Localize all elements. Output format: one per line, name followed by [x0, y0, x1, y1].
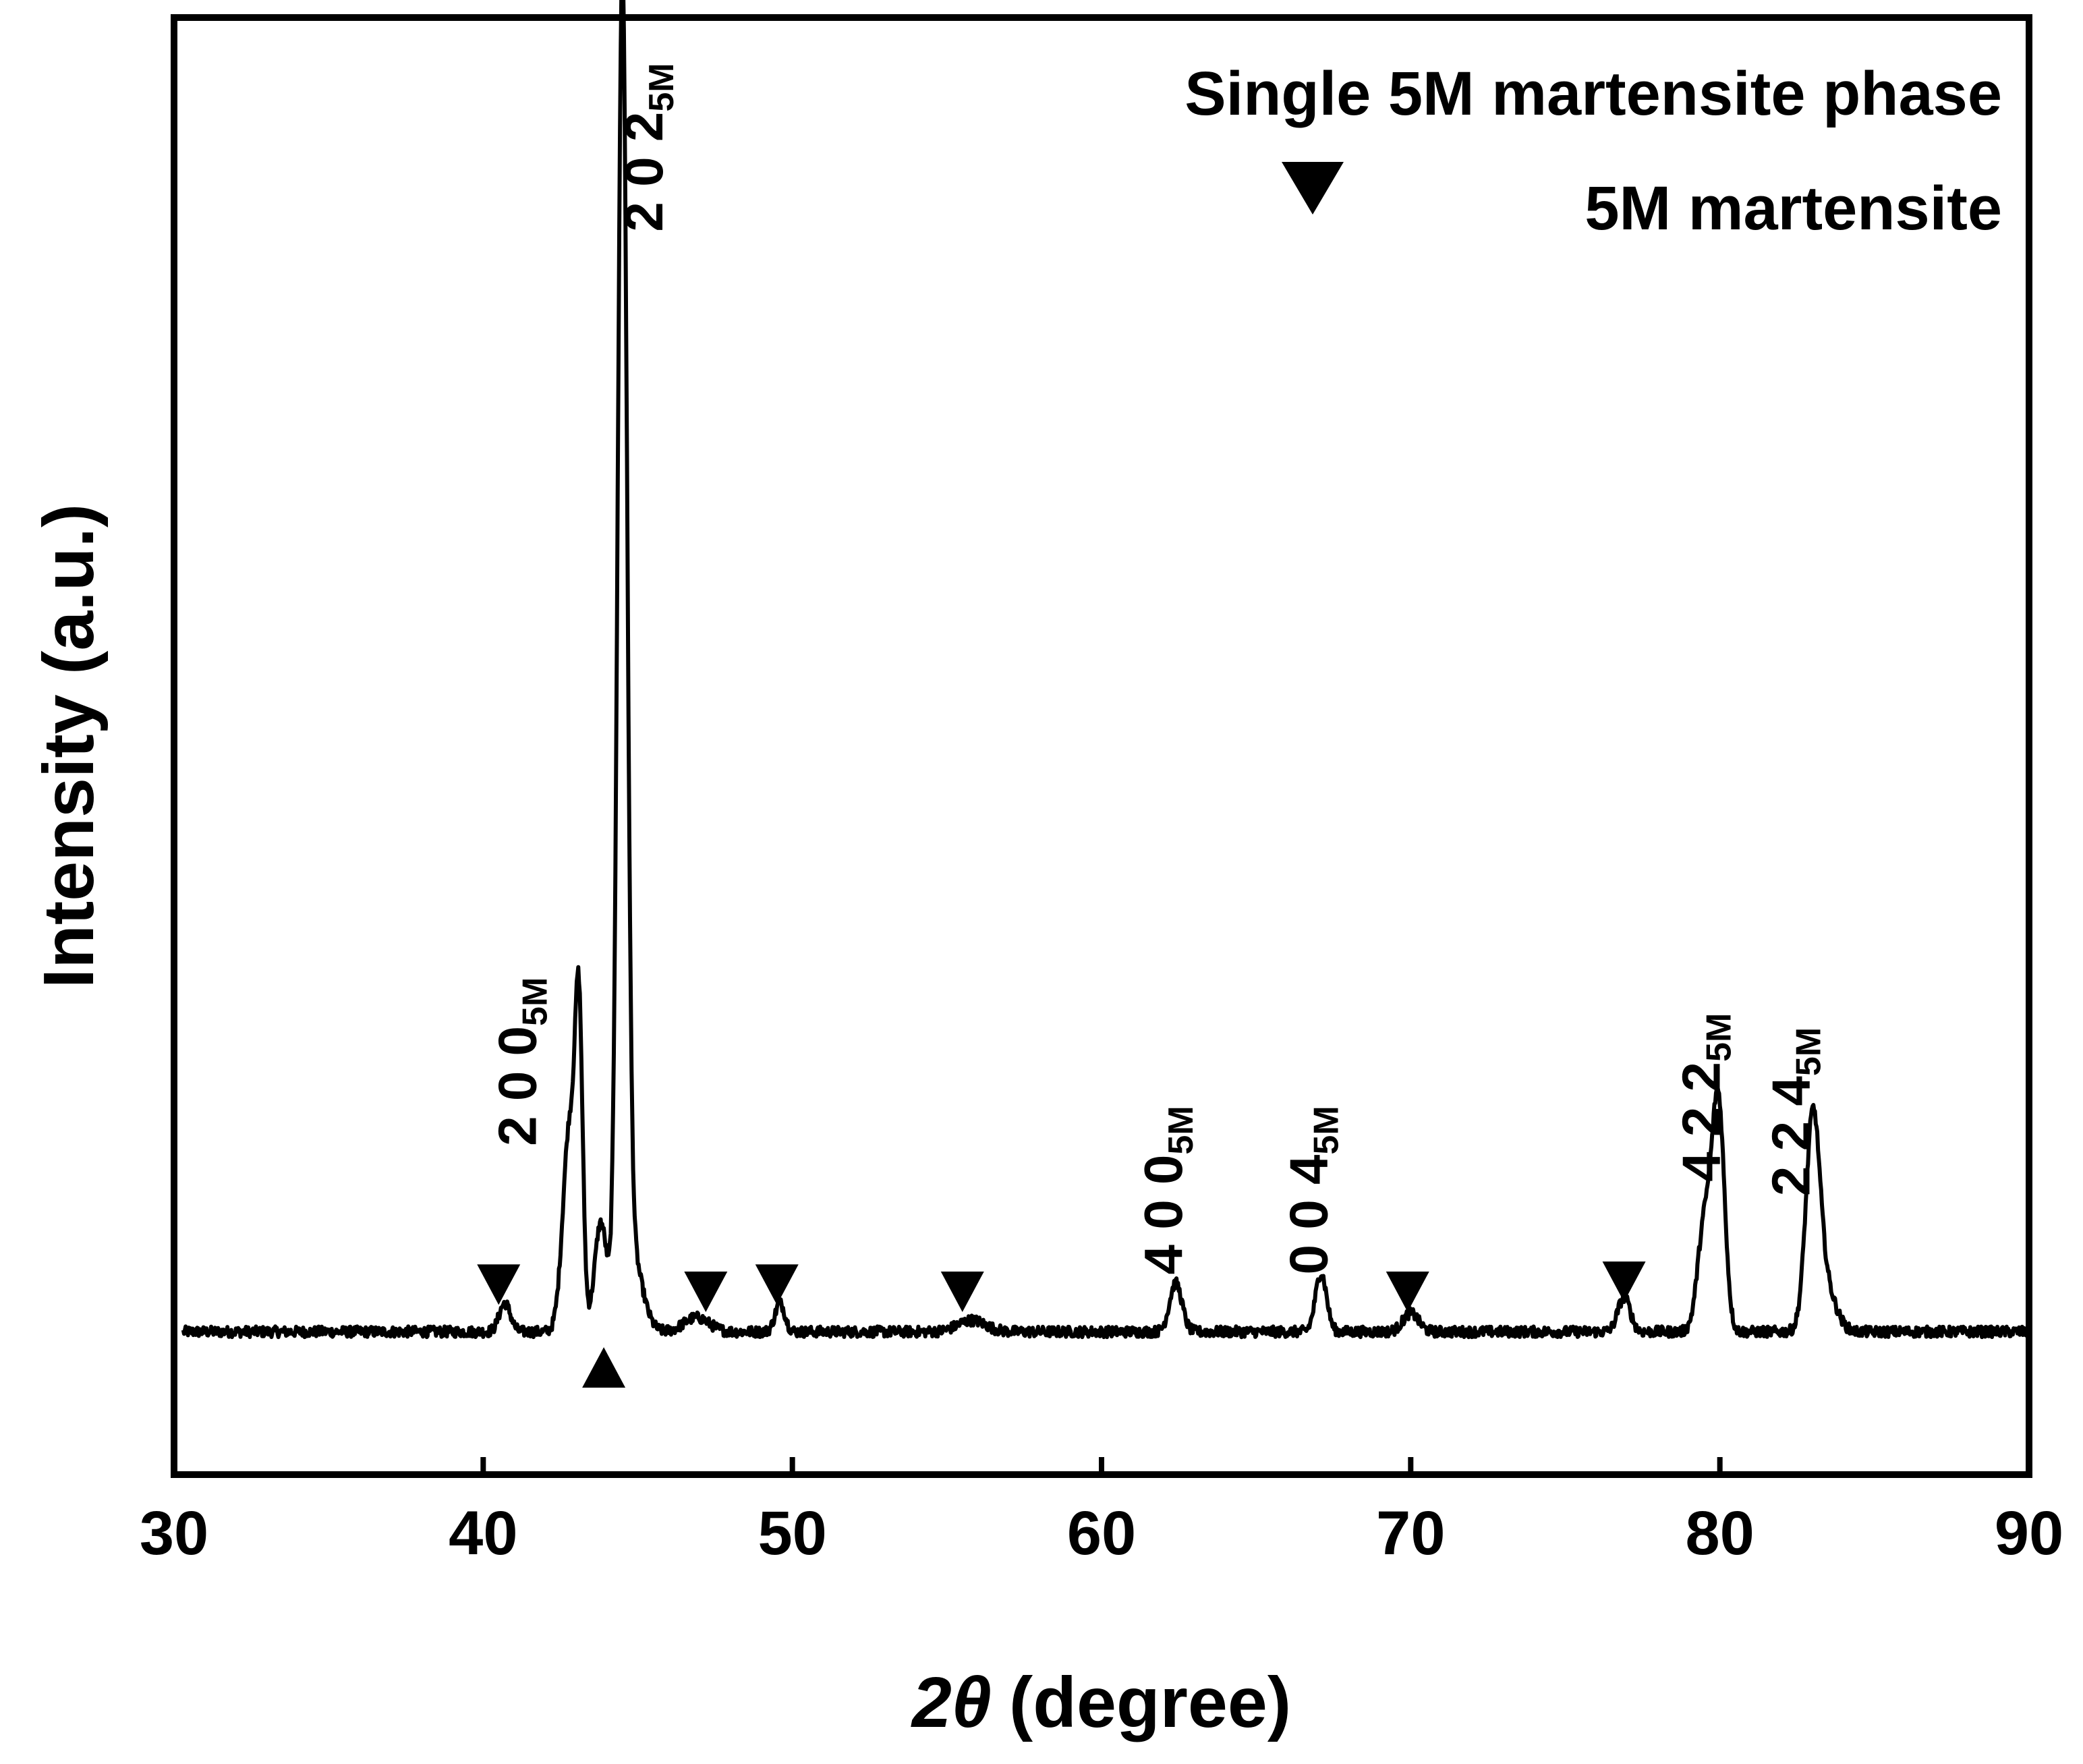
peak-label-200: 2 0 05M [487, 977, 554, 1146]
peak-label-400: 4 0 05M [1133, 1106, 1201, 1274]
x-tick-label-60: 60 [1067, 1499, 1136, 1568]
legend-title: Single 5M martensite phase [1185, 59, 2002, 128]
x-axis-title-symbol: 2θ [911, 1663, 992, 1742]
x-tick-label-80: 80 [1685, 1499, 1754, 1568]
legend-marker-down-triangle [1282, 162, 1344, 215]
peak-label-hkl: 0 0 4 [1279, 1154, 1339, 1274]
series-layer [181, 0, 2029, 1340]
marker-5M-down-6 [1602, 1261, 1646, 1303]
peak-label-hkl: 4 0 0 [1133, 1155, 1193, 1275]
peak-label-phase: 5M [1307, 1106, 1346, 1154]
legend: Single 5M martensite phase 5M martensite [1185, 59, 2002, 243]
x-axis-ticks [171, 1457, 2032, 1475]
peak-label-hkl: 2 0 2 [614, 112, 674, 232]
peak-label-hkl: 2 0 0 [487, 1026, 547, 1146]
x-tick-label-50: 50 [758, 1499, 826, 1568]
peak-label-224: 2 2 45M [1761, 1027, 1829, 1196]
marker-5M-up-1 [582, 1347, 626, 1388]
x-axis-title: 2θ (degree) [911, 1663, 1291, 1742]
phase-markers [477, 1261, 1646, 1388]
peak-label-hkl: 4 2 2 [1672, 1062, 1732, 1182]
peak-label-phase: 5M [1700, 1013, 1739, 1062]
x-tick-label-70: 70 [1376, 1499, 1445, 1568]
peak-label-phase: 5M [642, 63, 681, 111]
marker-5M-down-3 [755, 1264, 799, 1305]
peak-label-hkl: 2 2 4 [1761, 1076, 1821, 1196]
y-axis-title: Intensity (a.u.) [29, 504, 109, 989]
peak-label-422: 4 2 25M [1672, 1013, 1739, 1182]
x-tick-label-90: 90 [1995, 1499, 2063, 1568]
x-tick-label-30: 30 [140, 1499, 208, 1568]
series-line-xrd-pattern [181, 0, 2029, 1340]
marker-5M-down-4 [940, 1271, 984, 1312]
peak-label-phase: 5M [1790, 1027, 1829, 1076]
x-axis-title-unit: (degree) [1009, 1663, 1291, 1742]
legend-entry-label: 5M martensite [1585, 174, 2002, 243]
peak-label-phase: 5M [515, 977, 554, 1026]
marker-5M-down-5 [1386, 1271, 1429, 1312]
peak-label-202: 2 0 25M [614, 63, 681, 231]
x-tick-label-40: 40 [449, 1499, 517, 1568]
x-axis-tick-labels: 30 40 50 60 70 80 90 [140, 1499, 2063, 1568]
marker-5M-down-0 [477, 1264, 521, 1305]
marker-5M-down-2 [684, 1271, 728, 1312]
peak-label-phase: 5M [1162, 1106, 1201, 1154]
peak-label-004: 0 0 45M [1279, 1106, 1346, 1274]
